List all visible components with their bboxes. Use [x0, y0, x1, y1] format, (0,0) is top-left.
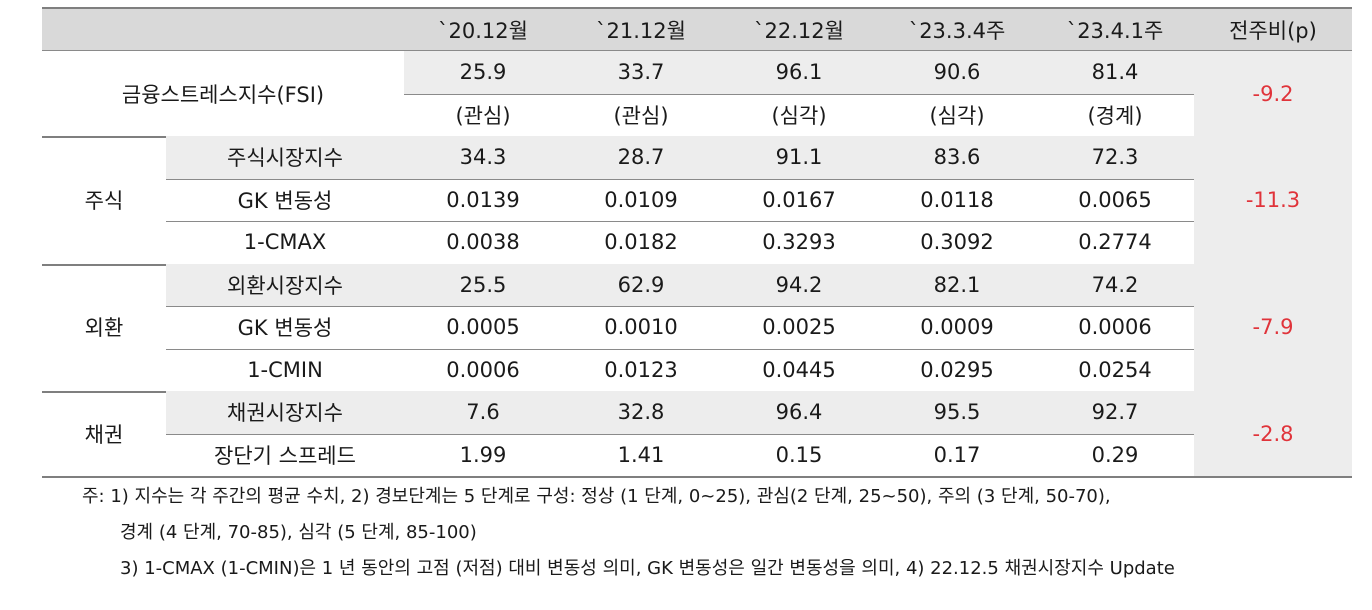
- row-value: 0.0038: [446, 230, 520, 255]
- fsi-level: (경계): [1087, 103, 1143, 128]
- row-value: 0.0009: [920, 315, 994, 340]
- row-value: 0.3092: [920, 230, 994, 255]
- row-label: 1-CMIN: [247, 357, 323, 382]
- row-label: 주식시장지수: [166, 136, 404, 179]
- row-value: 72.3: [1036, 136, 1194, 179]
- row-value: 0.0123: [604, 357, 678, 382]
- row-value: 0.3293: [762, 230, 836, 255]
- row-value: 0.0167: [762, 187, 836, 212]
- row-value: 1.99: [459, 442, 507, 467]
- fsi-change: -9.2: [1194, 51, 1352, 136]
- fsi-table: `20.12월 `21.12월 `22.12월 `23.3.4주 `23.4.1주 전주비…: [42, 7, 1352, 478]
- row-value: 0.0254: [1078, 357, 1152, 382]
- row-value: 34.3: [404, 136, 562, 179]
- row-label: 채권시장지수: [166, 391, 404, 434]
- column-header: `23.4.1주: [1036, 8, 1194, 51]
- row-value: 28.7: [562, 136, 720, 179]
- fsi-level: (관심): [613, 103, 669, 128]
- row-value: 0.17: [933, 442, 981, 467]
- fsi-level: (관심): [455, 103, 511, 128]
- row-value: 0.0139: [446, 187, 520, 212]
- column-header: `21.12월: [562, 8, 720, 51]
- row-value: 0.0445: [762, 357, 836, 382]
- row-label: 장단기 스프레드: [214, 443, 356, 468]
- row-value: 7.6: [404, 391, 562, 434]
- row-value: 0.0118: [920, 187, 994, 212]
- row-value: 0.0010: [604, 315, 678, 340]
- column-header: `20.12월: [404, 8, 562, 51]
- row-value: 0.0182: [604, 230, 678, 255]
- footnote-line-1: 주: 1) 지수는 각 주간의 평균 수치, 2) 경보단계는 5 단계로 구성…: [82, 486, 1111, 507]
- group-change: -2.8: [1194, 391, 1352, 476]
- row-value: 0.2774: [1078, 230, 1152, 255]
- column-header: `22.12월: [720, 8, 878, 51]
- row-label: GK 변동성: [237, 188, 333, 213]
- row-value: 96.4: [720, 391, 878, 434]
- fsi-label: 금융스트레스지수(FSI): [121, 82, 325, 107]
- group-label: 주식: [84, 188, 124, 213]
- row-value: 0.0109: [604, 187, 678, 212]
- row-value: 0.0006: [1078, 315, 1152, 340]
- row-value: 82.1: [878, 263, 1036, 306]
- row-value: 91.1: [720, 136, 878, 179]
- row-value: 1.41: [617, 442, 665, 467]
- row-value: 92.7: [1036, 391, 1194, 434]
- table-rule: [42, 7, 1352, 9]
- row-value: 0.0005: [446, 315, 520, 340]
- fsi-value: 25.9: [404, 51, 562, 94]
- row-value: 32.8: [562, 391, 720, 434]
- footnote-line-3: 3) 1-CMAX (1-CMIN)은 1 년 동안의 고점 (저점) 대비 변…: [120, 558, 1175, 579]
- row-value: 83.6: [878, 136, 1036, 179]
- group-label: 외환: [84, 316, 124, 341]
- row-value: 0.0025: [762, 315, 836, 340]
- row-value: 0.15: [775, 442, 823, 467]
- table-rule: [42, 476, 1352, 478]
- column-header: 전주비(p): [1194, 8, 1352, 51]
- table-rule: [166, 348, 1194, 350]
- fsi-value: 33.7: [562, 51, 720, 94]
- fsi-level: (심각): [771, 103, 827, 128]
- group-change: -7.9: [1194, 263, 1352, 391]
- table-rule: [166, 221, 1194, 222]
- group-change: -11.3: [1194, 136, 1352, 264]
- table-rule: [166, 433, 1194, 435]
- row-value: 95.5: [878, 391, 1036, 434]
- row-value: 74.2: [1036, 263, 1194, 306]
- row-label: 1-CMAX: [243, 230, 327, 255]
- row-label: 외환시장지수: [166, 263, 404, 306]
- table-rule: [404, 93, 1194, 95]
- row-value: 25.5: [404, 263, 562, 306]
- row-value: 0.0006: [446, 357, 520, 382]
- row-label: GK 변동성: [237, 316, 333, 341]
- header-blank: [42, 8, 404, 51]
- row-value: 0.0065: [1078, 187, 1152, 212]
- fsi-value: 81.4: [1036, 51, 1194, 94]
- table-rule: [42, 50, 1352, 51]
- column-header: `23.3.4주: [878, 8, 1036, 51]
- row-value: 0.29: [1091, 442, 1139, 467]
- fsi-value: 90.6: [878, 51, 1036, 94]
- table-rule: [166, 178, 1194, 180]
- row-value: 62.9: [562, 263, 720, 306]
- fsi-value: 96.1: [720, 51, 878, 94]
- footnote-line-2: 경계 (4 단계, 70-85), 심각 (5 단계, 85-100): [120, 522, 477, 543]
- row-value: 94.2: [720, 263, 878, 306]
- group-label: 채권: [84, 422, 124, 447]
- row-value: 0.0295: [920, 357, 994, 382]
- table-rule: [166, 306, 1194, 307]
- fsi-level: (심각): [929, 103, 985, 128]
